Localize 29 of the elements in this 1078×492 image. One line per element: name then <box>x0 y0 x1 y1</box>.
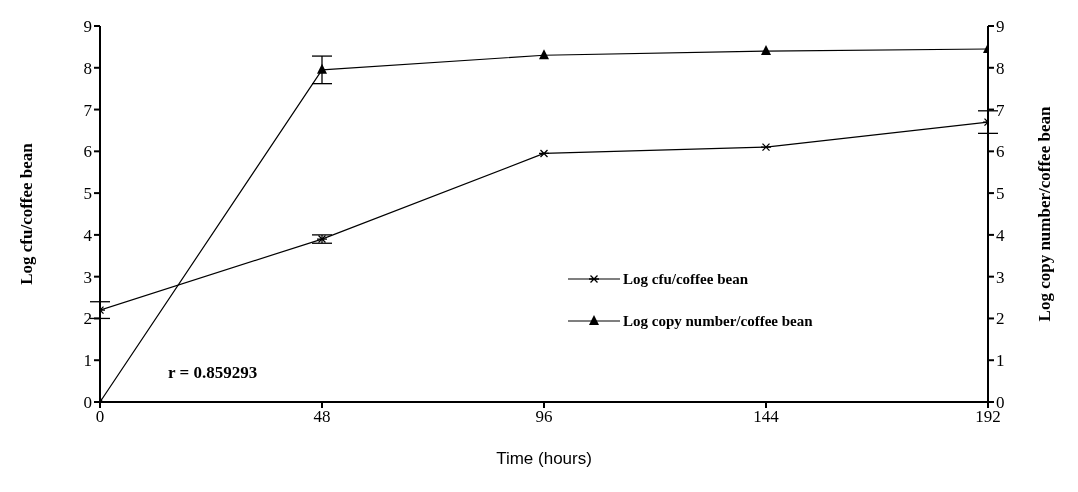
y-axis-title: Log cfu/coffee bean <box>17 142 37 285</box>
y-tick-label: 1 <box>83 351 92 371</box>
y2-tick-label: 7 <box>996 100 1005 120</box>
y2-tick-label: 5 <box>996 184 1005 204</box>
y-tick-label: 5 <box>83 184 92 204</box>
legend-label: Log cfu/coffee bean <box>623 270 748 288</box>
y-tick-label: 4 <box>83 225 93 245</box>
y-tick-label: 0 <box>83 393 92 413</box>
x-tick-label: 144 <box>753 407 780 427</box>
x-tick-label: 48 <box>313 407 331 427</box>
y-tick-label: 2 <box>83 309 92 329</box>
y2-tick-label: 9 <box>996 17 1005 37</box>
x-axis-title: Time (hours) <box>496 449 592 468</box>
y-tick-label: 7 <box>83 100 93 120</box>
x-tick-label: 96 <box>535 407 553 427</box>
y2-tick-label: 8 <box>996 58 1005 78</box>
legend-label: Log copy number/coffee bean <box>623 312 813 330</box>
x-tick-label: 192 <box>975 407 1001 427</box>
y2-tick-label: 3 <box>996 267 1005 287</box>
y-tick-label: 8 <box>83 58 92 78</box>
y-tick-label: 9 <box>83 17 92 37</box>
y2-axis-title: Log copy number/coffee bean <box>1035 106 1055 322</box>
y2-tick-label: 6 <box>996 142 1005 162</box>
annotation: r = 0.859293 <box>168 363 258 383</box>
y-tick-label: 3 <box>83 267 92 287</box>
y-tick-label: 6 <box>83 142 92 162</box>
y2-tick-label: 1 <box>996 351 1005 371</box>
y2-tick-label: 2 <box>996 309 1005 329</box>
y2-tick-label: 4 <box>996 225 1005 245</box>
